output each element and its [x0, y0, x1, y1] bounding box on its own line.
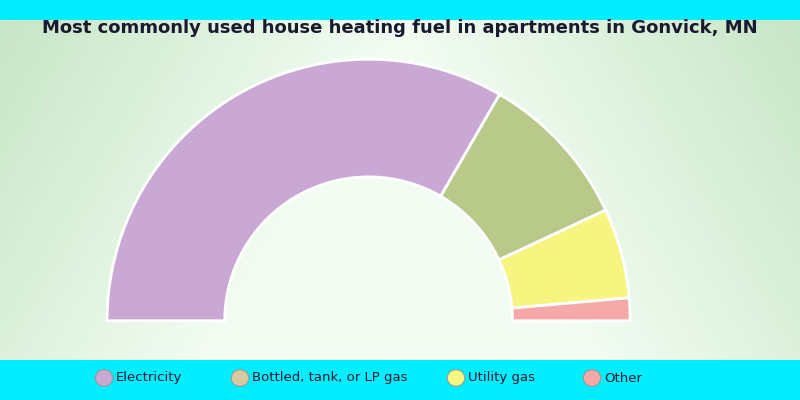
Text: Bottled, tank, or LP gas: Bottled, tank, or LP gas — [252, 372, 407, 384]
Polygon shape — [107, 59, 500, 321]
Ellipse shape — [95, 370, 113, 386]
Text: Utility gas: Utility gas — [468, 372, 535, 384]
Polygon shape — [499, 210, 629, 308]
Polygon shape — [441, 94, 606, 260]
Polygon shape — [512, 298, 630, 321]
Text: Other: Other — [604, 372, 642, 384]
Text: Electricity: Electricity — [116, 372, 182, 384]
Ellipse shape — [447, 370, 465, 386]
Text: Most commonly used house heating fuel in apartments in Gonvick, MN: Most commonly used house heating fuel in… — [42, 19, 758, 37]
Ellipse shape — [583, 370, 601, 386]
Ellipse shape — [231, 370, 249, 386]
